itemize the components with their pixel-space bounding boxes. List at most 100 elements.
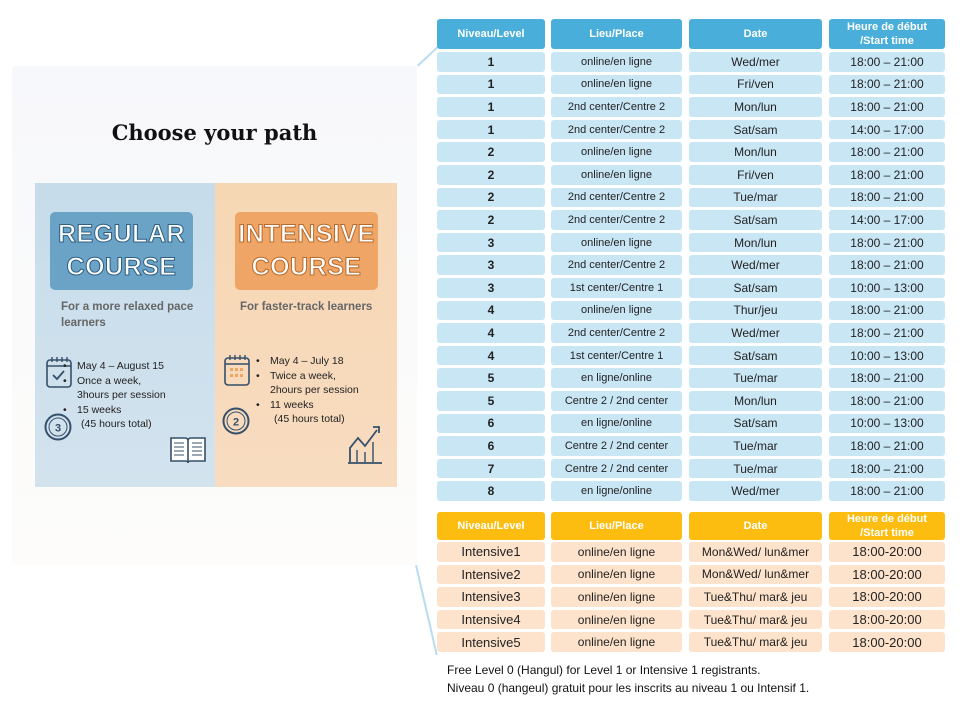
cell-level: 3 [437,278,545,298]
cell-date: Tue&Thu/ mar& jeu [689,609,822,630]
cell-date: Mon&Wed/ lun&mer [689,564,822,585]
cell-level: Intensive5 [437,632,545,652]
cell-start-time: 10:00 – 13:00 [829,413,945,434]
cell-date: Wed/mer [689,481,822,501]
cell-date: Tue/mar [689,187,822,208]
cell-level: 2 [437,187,545,208]
cell-date: Sat/sam [689,278,822,298]
cell-level: 5 [437,391,545,411]
cell-start-time: 18:00 – 21:00 [829,458,945,479]
intensive-details-list: May 4 – July 18 Twice a week, 2hours per… [256,354,359,427]
detail-item: May 4 – July 18 [256,354,359,369]
cell-start-time: 18:00 – 21:00 [829,74,945,95]
book-icon [170,437,206,464]
footer-note-english: Free Level 0 (Hangul) for Level 1 or Int… [447,663,761,677]
cell-start-time: 18:00-20:00 [829,632,945,652]
calendar-check-icon [46,357,72,388]
cell-place: Centre 2 / 2nd center [551,458,682,479]
cell-date: Mon/lun [689,391,822,411]
cell-start-time: 18:00 – 21:00 [829,142,945,162]
cell-level: Intensive4 [437,609,545,630]
cell-start-time: 18:00 – 21:00 [829,368,945,388]
intensive-course-panel: INTENSIVE COURSE For faster-track learne… [215,183,397,487]
cell-level: 1 [437,74,545,95]
svg-text:3: 3 [55,423,61,435]
cell-date: Mon/lun [689,97,822,117]
cell-start-time: 18:00-20:00 [829,587,945,607]
detail-text: 2hours per session [270,384,359,396]
cell-level: 7 [437,458,545,479]
regular-course-badge: REGULAR COURSE [50,212,193,290]
cell-start-time: 10:00 – 13:00 [829,345,945,366]
connector-line [417,45,440,67]
cell-place: online/en ligne [551,142,682,162]
cell-start-time: 18:00 – 21:00 [829,323,945,343]
cell-place: online/en ligne [551,52,682,72]
header-date: Date [689,512,822,540]
cell-place: online/en ligne [551,300,682,321]
growth-chart-icon [348,426,382,464]
cell-place: online/en ligne [551,165,682,185]
detail-item: Twice a week, [256,369,359,384]
cell-level: 2 [437,165,545,185]
cell-place: 1st center/Centre 1 [551,345,682,366]
cell-level: 5 [437,368,545,388]
detail-item: May 4 – August 15 [63,359,166,374]
cell-place: 2nd center/Centre 2 [551,323,682,343]
detail-text: 3hours per session [77,389,166,401]
cell-place: online/en ligne [551,632,682,652]
cell-place: en ligne/online [551,481,682,501]
cell-start-time: 18:00-20:00 [829,609,945,630]
cell-start-time: 18:00 – 21:00 [829,52,945,72]
cell-place: 2nd center/Centre 2 [551,255,682,275]
cell-start-time: 18:00 – 21:00 [829,187,945,208]
cell-level: 4 [437,345,545,366]
detail-text: (45 hours total) [274,413,345,425]
cell-date: Sat/sam [689,119,822,140]
cell-level: 4 [437,300,545,321]
poster-title: Choose your path [111,120,318,145]
detail-item: 11 weeks [256,398,359,413]
cell-place: en ligne/online [551,368,682,388]
cell-level: 3 [437,232,545,253]
cell-level: 2 [437,142,545,162]
header-date: Date [689,19,822,49]
cell-place: online/en ligne [551,587,682,607]
cell-level: 4 [437,323,545,343]
calendar-icon [224,355,250,386]
header-start-time: Heure de début /Start time [829,19,945,49]
cell-place: 2nd center/Centre 2 [551,187,682,208]
cell-level: Intensive2 [437,564,545,585]
cell-date: Tue&Thu/ mar& jeu [689,587,822,607]
footer-note-french: Niveau 0 (hangeul) gratuit pour les insc… [447,681,810,695]
cell-place: 2nd center/Centre 2 [551,210,682,230]
header-level: Niveau/Level [437,19,545,49]
cell-level: 2 [437,210,545,230]
intensive-subtitle: For faster-track learners [240,301,373,313]
clock-icon: 3 [44,413,72,441]
cell-start-time: 14:00 – 17:00 [829,210,945,230]
cell-start-time: 18:00 – 21:00 [829,165,945,185]
cell-date: Sat/sam [689,413,822,434]
cell-level: 1 [437,97,545,117]
course-poster: Choose your path REGULAR COURSE For a mo… [12,66,417,565]
header-level: Niveau/Level [437,512,545,540]
cell-start-time: 10:00 – 13:00 [829,278,945,298]
cell-date: Tue/mar [689,436,822,456]
cell-level: Intensive1 [437,542,545,562]
cell-place: 1st center/Centre 1 [551,278,682,298]
cell-start-time: 14:00 – 17:00 [829,119,945,140]
cell-place: Centre 2 / 2nd center [551,436,682,456]
cell-place: en ligne/online [551,413,682,434]
cell-date: Mon/lun [689,142,822,162]
cell-level: 6 [437,413,545,434]
cell-place: Centre 2 / 2nd center [551,391,682,411]
cell-place: online/en ligne [551,609,682,630]
cell-date: Fri/ven [689,165,822,185]
cell-date: Mon/lun [689,232,822,253]
badge-line: INTENSIVE [238,220,375,249]
detail-item: Once a week, [63,374,166,389]
cell-start-time: 18:00 – 21:00 [829,232,945,253]
detail-item: 15 weeks [63,403,166,418]
regular-subtitle: For a more relaxed pace learners [61,301,194,329]
